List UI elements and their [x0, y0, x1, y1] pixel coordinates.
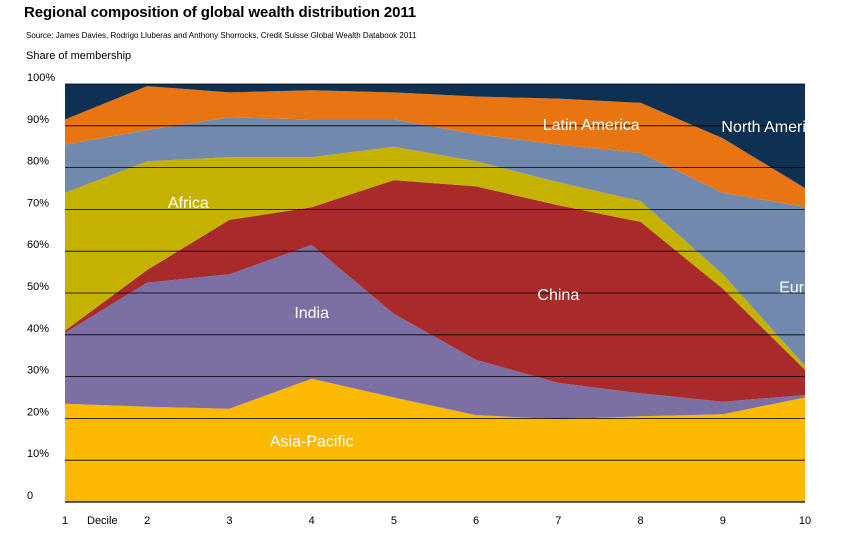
gridlines	[65, 83, 805, 503]
y-tick-label: 40%	[27, 323, 49, 335]
series-label-latin-america: Latin America	[543, 117, 640, 134]
x-tick-label: 1	[62, 515, 68, 527]
x-tick-label: 5	[391, 515, 397, 527]
series-label-asia-pacific: Asia-Pacific	[270, 433, 354, 450]
area-africa	[65, 146, 805, 370]
series-label-europe: Europe	[779, 279, 831, 296]
x-axis-label: Decile	[87, 515, 118, 527]
chart-title: Regional composition of global wealth di…	[24, 4, 417, 21]
y-tick-label: 60%	[27, 239, 49, 251]
series-label-china: China	[537, 287, 579, 304]
y-tick-label: 20%	[27, 406, 49, 418]
y-axis-label: Share of membership	[26, 50, 132, 62]
y-tick-label: 50%	[27, 281, 49, 293]
y-tick-label: 10%	[27, 448, 49, 460]
y-tick-label: 0	[27, 490, 33, 502]
series-label-africa: Africa	[168, 195, 209, 212]
y-tick-label: 90%	[27, 114, 49, 126]
x-tick-label: 9	[720, 515, 726, 527]
y-tick-label: 80%	[27, 156, 49, 168]
area-india	[65, 244, 805, 420]
x-tick-label: 3	[226, 515, 232, 527]
y-tick-label: 70%	[27, 197, 49, 209]
x-tick-label: 8	[637, 515, 643, 527]
area-north-america	[65, 84, 805, 189]
series-label-north-america: North America	[721, 119, 822, 136]
x-tick-label: 4	[309, 515, 315, 527]
area-layers	[65, 84, 805, 502]
y-tick-label: 100%	[27, 72, 55, 84]
x-tick-label: 7	[555, 515, 561, 527]
axis-ticks: 0 10% 20% 30% 40% 50% 60% 70% 80% 90% 100% 1 2 3 4 5 6 7 8…	[27, 72, 811, 527]
series-labels: Asia-Pacific India China Africa Europe Latin …	[168, 117, 831, 450]
x-tick-label: 6	[473, 515, 479, 527]
chart-source: Source: James Davies, Rodrigo Lluberas a…	[26, 31, 417, 40]
x-tick-label: 2	[144, 515, 150, 527]
y-tick-label: 30%	[27, 365, 49, 377]
area-latin-america	[65, 86, 805, 207]
series-label-india: India	[294, 305, 329, 322]
area-china	[65, 180, 805, 402]
area-asia-pacific	[65, 378, 805, 502]
area-europe	[65, 117, 805, 366]
x-tick-label: 10	[799, 515, 811, 527]
